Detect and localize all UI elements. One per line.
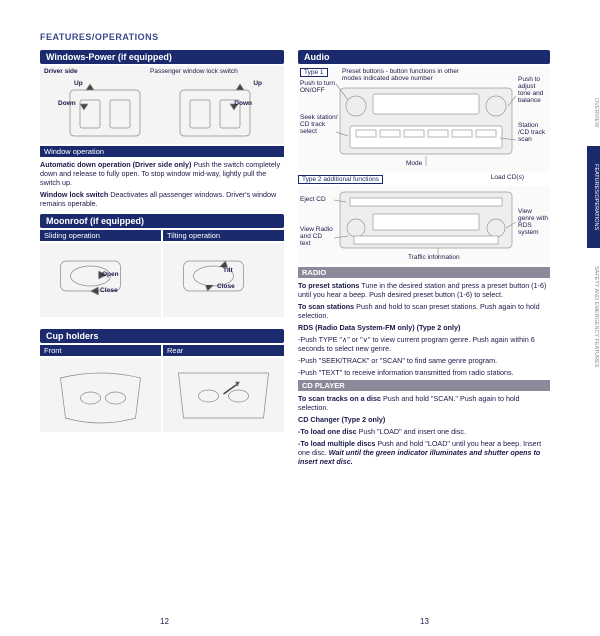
tilting-bar: Tilting operation	[163, 230, 284, 241]
cup-front-figure	[40, 358, 161, 432]
preset-b: To preset stations	[298, 281, 359, 290]
tab-safety[interactable]: SAFETY AND EMERGENCY FEATURES	[587, 248, 600, 385]
page-num-right: 13	[420, 617, 429, 626]
moonroof-title: Moonroof (if equipped)	[40, 214, 284, 228]
rds3-text: -Push "TEXT" to receive information tran…	[298, 368, 550, 377]
cd-load1-b: -To load one disc	[298, 427, 357, 436]
cup-title: Cup holders	[40, 329, 284, 343]
close-label-2: Close	[217, 283, 235, 290]
tab-features[interactable]: FEATURES/OPERATIONS	[587, 146, 600, 248]
passenger-lock-label: Passenger window lock switch	[150, 68, 238, 75]
moonroof-figures: Open Close Tilt Close	[40, 241, 284, 319]
cup-figures	[40, 356, 284, 434]
auto-down-text: Automatic down operation (Driver side on…	[40, 160, 284, 187]
radio-header: RADIO	[298, 267, 550, 278]
scan-b: To scan stations	[298, 302, 354, 311]
cd-load2-italic: Wait until the green indicator illuminat…	[298, 448, 540, 466]
cd-changer-b: CD Changer (Type 2 only)	[298, 415, 385, 424]
audio-title: Audio	[298, 50, 550, 64]
audio-figure-2: Eject CD View Radio and CD text Traffic …	[298, 186, 550, 264]
tilt-label: Tilt	[223, 267, 233, 274]
right-column: Audio Type 1 Preset buttons - button fun…	[298, 50, 550, 469]
cd-scan-b: To scan tracks on a disc	[298, 394, 381, 403]
sliding-figure: Open Close	[40, 243, 161, 317]
load-label: Load CD(s)	[491, 174, 524, 181]
scan-text: To scan stations Push and hold to scan p…	[298, 302, 550, 320]
cd-header: CD PLAYER	[298, 380, 550, 391]
preset-text: To preset stations Tune in the desired s…	[298, 281, 550, 299]
cd-changer-text: CD Changer (Type 2 only)	[298, 415, 550, 424]
audio-figure-1: Type 1 Preset buttons - button functions…	[298, 66, 550, 172]
cd-load2-text: -To load multiple discs Push and hold "L…	[298, 439, 550, 466]
down-label-2: Down	[234, 100, 252, 107]
cd-load2-b: -To load multiple discs	[298, 439, 375, 448]
content: Windows-Power (if equipped) Driver side …	[0, 42, 600, 469]
side-tabs: OVERVIEW FEATURES/OPERATIONS SAFETY AND …	[587, 80, 600, 385]
windows-title: Windows-Power (if equipped)	[40, 50, 284, 64]
sliding-bar: Sliding operation	[40, 230, 161, 241]
tab-overview[interactable]: OVERVIEW	[587, 80, 600, 146]
up-label-2: Up	[253, 80, 262, 87]
window-operation-bar: Window operation	[40, 146, 284, 157]
lock-bold: Window lock switch	[40, 190, 108, 199]
front-bar: Front	[40, 345, 161, 356]
left-column: Windows-Power (if equipped) Driver side …	[40, 50, 284, 469]
type2-box: Type 2 additional functions	[298, 175, 383, 184]
page-header: FEATURES/OPERATIONS	[0, 0, 600, 42]
lock-switch-text: Window lock switch Deactivates all passe…	[40, 190, 284, 208]
driver-side-label: Driver side	[44, 68, 78, 75]
open-label: Open	[102, 271, 119, 278]
rds-text: RDS (Radio Data System-FM only) (Type 2 …	[298, 323, 550, 332]
rear-bar: Rear	[163, 345, 284, 356]
close-label-1: Close	[100, 287, 118, 294]
rds1-text: -Push TYPE "∧" or "∨" to view current pr…	[298, 335, 550, 353]
cd-load1-rest: Push "LOAD" and insert one disc.	[357, 427, 466, 436]
cd-load1-text: -To load one disc Push "LOAD" and insert…	[298, 427, 550, 436]
up-label-1: Up	[74, 80, 83, 87]
windows-figure: Driver side Passenger window lock switch…	[40, 66, 284, 144]
rds2-text: -Push "SEEK/TRACK" or "SCAN" to find sam…	[298, 356, 550, 365]
page-num-left: 12	[160, 617, 169, 626]
cd-scan-text: To scan tracks on a disc Push and hold "…	[298, 394, 550, 412]
rds-b: RDS (Radio Data System-FM only) (Type 2 …	[298, 323, 460, 332]
cup-rear-figure	[163, 358, 284, 432]
down-label-1: Down	[58, 100, 76, 107]
tilting-figure: Tilt Close	[163, 243, 284, 317]
